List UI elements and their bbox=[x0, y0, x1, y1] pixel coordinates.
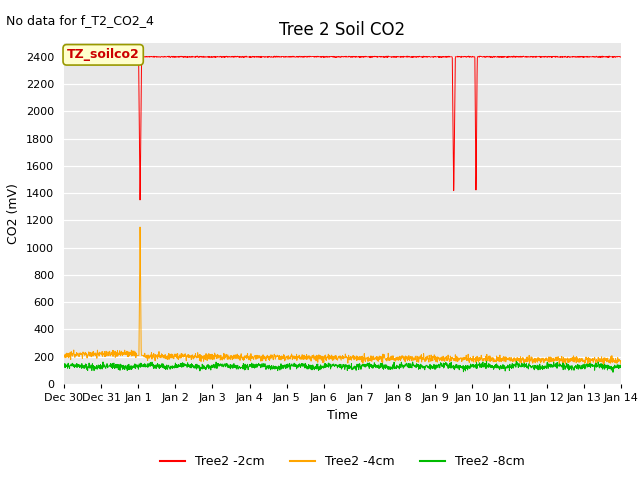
Y-axis label: CO2 (mV): CO2 (mV) bbox=[8, 183, 20, 244]
Text: TZ_soilco2: TZ_soilco2 bbox=[67, 48, 140, 61]
Text: No data for f_T2_CO2_4: No data for f_T2_CO2_4 bbox=[6, 14, 154, 27]
Legend: Tree2 -2cm, Tree2 -4cm, Tree2 -8cm: Tree2 -2cm, Tree2 -4cm, Tree2 -8cm bbox=[156, 450, 529, 473]
Title: Tree 2 Soil CO2: Tree 2 Soil CO2 bbox=[279, 21, 406, 39]
X-axis label: Time: Time bbox=[327, 408, 358, 421]
